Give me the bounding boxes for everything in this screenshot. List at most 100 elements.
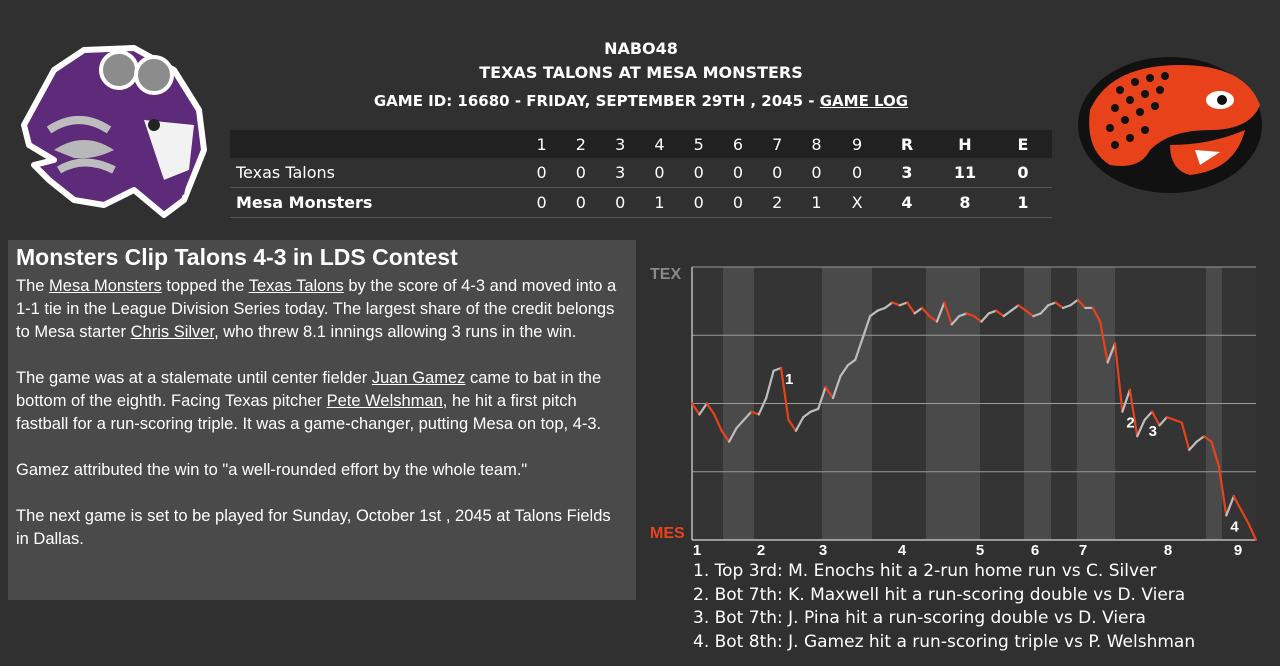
win-probability-segment [1136,418,1146,438]
home-team-name[interactable]: Mesa Monsters [230,187,522,218]
win-probability-segment [1113,342,1124,413]
inning-tick-label: 5 [976,542,984,559]
home-hits: 8 [936,187,994,218]
win-probability-segment [1010,304,1020,312]
inning-score: 3 [600,158,640,188]
win-probability-segment [1165,416,1176,421]
win-probability-segment [824,386,835,400]
story-paragraph: The Mesa Monsters topped the Texas Talon… [16,275,628,344]
text: by the score of 4-3 and moved into a 1-1… [16,277,617,341]
win-probability-segment [1039,304,1050,315]
win-probability-segment [1202,435,1213,443]
win-probability-segment [891,301,901,307]
inning-score: 0 [639,158,680,188]
win-probability-segment [1217,465,1228,517]
inning-score: 0 [718,187,758,218]
inning-score: 0 [796,158,837,188]
juan-gamez-link[interactable]: Juan Gamez [371,369,466,387]
win-probability-segment [876,306,887,312]
inning-score: X [836,187,878,218]
win-probability-segment [1195,435,1206,443]
mesa-monsters-link[interactable]: Mesa Monsters [49,277,162,295]
chris-silver-link[interactable]: Chris Silver [130,323,215,341]
win-probability-segment [839,364,849,378]
win-probability-segment [1232,495,1243,512]
inning-score: 0 [522,158,562,188]
text: The game was at a stalemate until center… [16,369,372,387]
win-probability-segment [1069,298,1079,307]
inning-header: 3 [600,130,640,158]
win-probability-segment [757,396,768,416]
inning-tick-label: 2 [757,542,765,559]
win-probability-segment [1180,421,1191,452]
win-probability-segment [802,410,812,419]
win-probability-segment [720,429,731,443]
win-probability-segment [980,312,990,323]
win-probability-segment [772,366,783,372]
inning-tick-label: 8 [1164,542,1172,559]
game-id-date: GAME ID: 16680 - FRIDAY, SEPTEMBER 29TH … [373,92,820,110]
win-probability-segment [728,426,738,443]
away-hits: 11 [936,158,994,188]
inning-header: 4 [639,130,680,158]
away-team-name[interactable]: Texas Talons [230,158,522,188]
inning-header: 1 [522,130,562,158]
key-play-note: 1. Top 3rd: M. Enochs hit a 2-run home r… [693,561,1157,581]
win-probability-segment [1188,440,1198,452]
inning-tick-label: 9 [1234,542,1242,559]
win-probability-segment [898,301,909,307]
win-probability-segment [1106,342,1117,364]
box-score-table: 1 2 3 4 5 6 7 8 9 R H E Texas Talons 0 0… [230,130,1052,218]
key-play-marker: 2 [1126,415,1134,432]
key-play-marker: 3 [1149,423,1157,440]
text: topped the [161,277,249,295]
top-team-label: TEX [650,266,681,283]
win-probability-segment [1121,388,1131,413]
text: The [16,277,50,295]
win-probability-segment [765,369,775,400]
inning-score: 0 [561,187,601,218]
win-probability-segment [705,402,716,416]
win-probability-segment [987,309,998,315]
inning-score: 0 [522,187,562,218]
box-score-header-row: 1 2 3 4 5 6 7 8 9 R H E [230,130,1052,158]
win-probability-segment [787,418,797,432]
home-errors: 1 [994,187,1052,218]
hits-header: H [936,130,994,158]
win-probability-segment [958,312,968,318]
inning-tick-label: 7 [1079,542,1087,559]
win-probability-segment [779,366,790,421]
inning-tick-label: 4 [898,542,907,559]
inning-score: 0 [836,158,878,188]
win-probability-segment [698,402,708,416]
pete-welshman-link[interactable]: Pete Welshman [326,392,443,410]
inning-header: 7 [757,130,797,158]
win-probability-segment [1054,301,1065,310]
key-play-note: 2. Bot 7th: K. Maxwell hit a run-scoring… [693,584,1186,605]
win-probability-segment [1047,301,1057,307]
texas-talons-logo [1078,57,1262,193]
home-runs: 4 [878,187,936,218]
away-team-row: Texas Talons 0 0 3 0 0 0 0 0 0 3 11 0 [230,158,1052,188]
win-probability-segment [920,306,931,318]
win-probability-segment [928,315,938,323]
game-log-link[interactable]: GAME LOG [819,92,909,110]
inning-header: 5 [679,130,719,158]
win-probability-segment [809,407,820,413]
win-probability-segment [1061,304,1072,310]
key-plays-list: 1. Top 3rd: M. Enochs hit a 2-run home r… [693,560,1195,654]
texas-talons-link[interactable]: Texas Talons [248,277,344,295]
win-probability-segment [1091,306,1102,323]
inning-header: 9 [836,130,878,158]
game-header: NABO48 TEXAS TALONS AT MESA MONSTERS GAM… [230,38,1052,116]
win-probability-segment [1032,312,1042,318]
inning-score: 0 [561,158,601,188]
win-probability-segment [883,301,894,310]
win-probability-segment [1017,304,1028,312]
key-play-marker: 1 [785,371,793,388]
win-probability-segment [690,402,701,416]
win-probability-segment [846,358,857,367]
inning-header: 8 [796,130,837,158]
inning-tick-label: 1 [693,542,701,559]
